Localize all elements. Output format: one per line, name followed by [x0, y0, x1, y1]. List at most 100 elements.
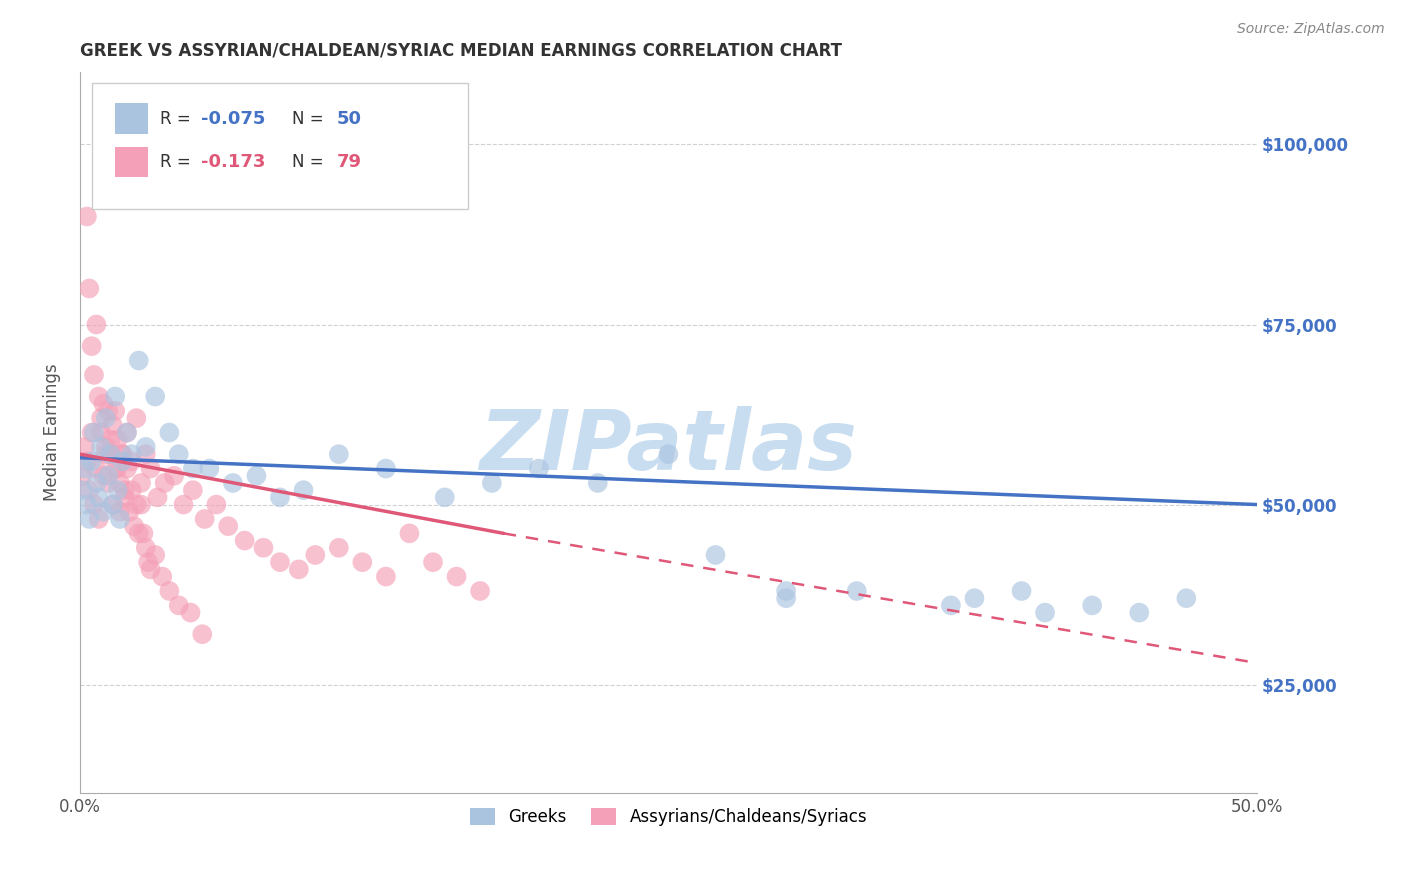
Point	[129, 498, 152, 512]
Y-axis label: Median Earnings: Median Earnings	[44, 364, 60, 501]
FancyBboxPatch shape	[91, 83, 468, 210]
Point	[269, 491, 291, 505]
Point	[135, 440, 157, 454]
Point	[125, 411, 148, 425]
Point	[100, 433, 122, 447]
Point	[108, 512, 131, 526]
Point	[107, 483, 129, 498]
Point	[86, 461, 108, 475]
Point	[352, 555, 374, 569]
Point	[304, 548, 326, 562]
Point	[845, 584, 868, 599]
Text: -0.173: -0.173	[201, 153, 266, 170]
Point	[94, 411, 117, 425]
Point	[108, 505, 131, 519]
Point	[80, 454, 103, 468]
Point	[269, 555, 291, 569]
Point	[222, 475, 245, 490]
Text: -0.075: -0.075	[201, 110, 266, 128]
Text: R =: R =	[160, 110, 195, 128]
Point	[90, 425, 112, 440]
Point	[83, 368, 105, 382]
Point	[153, 475, 176, 490]
FancyBboxPatch shape	[115, 103, 148, 134]
Point	[73, 440, 96, 454]
Point	[374, 569, 396, 583]
Point	[657, 447, 679, 461]
Point	[252, 541, 274, 555]
Point	[80, 339, 103, 353]
Point	[939, 599, 962, 613]
Point	[73, 461, 96, 475]
FancyBboxPatch shape	[115, 146, 148, 177]
Point	[586, 475, 609, 490]
Point	[70, 483, 93, 498]
Point	[167, 447, 190, 461]
Point	[157, 584, 180, 599]
Point	[97, 475, 120, 490]
Point	[104, 390, 127, 404]
Point	[129, 475, 152, 490]
Point	[87, 491, 110, 505]
Point	[94, 440, 117, 454]
Point	[90, 440, 112, 454]
Point	[132, 526, 155, 541]
Point	[135, 541, 157, 555]
Point	[115, 461, 138, 475]
Point	[93, 468, 115, 483]
Point	[101, 498, 124, 512]
Point	[398, 526, 420, 541]
Point	[76, 498, 98, 512]
Point	[135, 447, 157, 461]
Point	[422, 555, 444, 569]
Point	[93, 397, 115, 411]
Text: ZIPatlas: ZIPatlas	[479, 407, 858, 487]
Point	[194, 512, 217, 526]
Point	[125, 498, 148, 512]
Text: N =: N =	[292, 153, 329, 170]
Point	[128, 526, 150, 541]
Point	[128, 353, 150, 368]
Point	[83, 425, 105, 440]
Point	[1081, 599, 1104, 613]
Point	[180, 606, 202, 620]
Point	[97, 468, 120, 483]
Point	[527, 461, 550, 475]
Point	[1128, 606, 1150, 620]
Point	[80, 425, 103, 440]
Point	[205, 498, 228, 512]
Point	[121, 447, 143, 461]
Point	[143, 390, 166, 404]
Point	[114, 483, 136, 498]
Point	[107, 433, 129, 447]
Text: 79: 79	[336, 153, 361, 170]
Point	[104, 404, 127, 418]
Point	[70, 468, 93, 483]
Point	[97, 404, 120, 418]
Point	[292, 483, 315, 498]
Point	[704, 548, 727, 562]
Point	[94, 447, 117, 461]
Point	[111, 447, 134, 461]
Point	[136, 555, 159, 569]
Point	[121, 483, 143, 498]
Point	[115, 425, 138, 440]
Point	[181, 461, 204, 475]
Point	[163, 468, 186, 483]
Point	[233, 533, 256, 548]
Point	[87, 390, 110, 404]
Point	[157, 425, 180, 440]
Point	[107, 461, 129, 475]
Point	[433, 491, 456, 505]
Point	[1011, 584, 1033, 599]
Point	[172, 498, 194, 512]
Point	[775, 591, 797, 606]
Point	[76, 210, 98, 224]
Point	[101, 418, 124, 433]
Point	[139, 461, 162, 475]
Point	[217, 519, 239, 533]
Point	[245, 468, 267, 483]
Point	[79, 512, 101, 526]
Point	[100, 447, 122, 461]
Point	[115, 425, 138, 440]
